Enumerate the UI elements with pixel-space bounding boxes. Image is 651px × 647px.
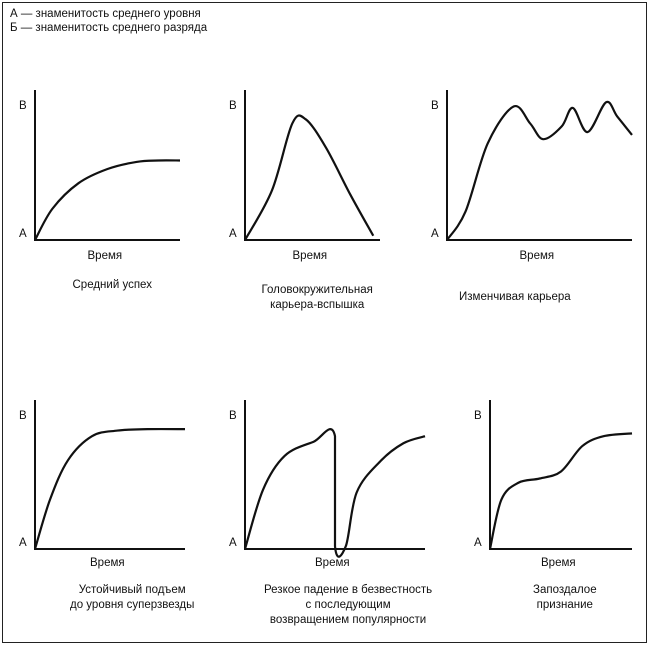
x-axis-label: Время [315, 557, 350, 569]
caption-line: Запоздалое [533, 584, 597, 596]
panel-caption: Устойчивый подъем до уровня суперзвезды [70, 583, 194, 613]
caption-line: Резкое падение в безвестность [264, 584, 433, 596]
axis-top-label: В [431, 100, 439, 112]
x-axis-label: Время [90, 557, 125, 569]
x-axis-label: Время [519, 250, 555, 262]
panel-caption: Средний успех [73, 278, 152, 293]
caption-line: Средний успех [72, 279, 152, 291]
panel-caption: Резкое падение в безвестность с последующ… [264, 583, 432, 628]
caption-line: Устойчивый подъем [78, 584, 186, 596]
x-axis-label: Время [541, 557, 576, 569]
caption-line: Изменчивая карьера [459, 291, 571, 303]
axis-bottom-label: А [19, 228, 27, 240]
panel-caption: Запоздалое признание [533, 583, 597, 613]
caption-line: признание [536, 599, 593, 611]
axis-top-label: В [474, 410, 482, 422]
caption-line: с последующим [305, 599, 391, 611]
axis-bottom-label: А [474, 537, 482, 549]
axis-top-label: В [19, 410, 27, 422]
axis-bottom-label: А [431, 228, 439, 240]
legend-line-a: А — знаменитость среднего уровня [10, 8, 201, 20]
axis-top-label: В [229, 100, 237, 112]
axis-bottom-label: А [229, 228, 237, 240]
legend-line-b: Б — знаменитость среднего разряда [10, 22, 208, 34]
x-axis-label: Время [87, 250, 123, 262]
caption-line: возвращением популярности [269, 614, 427, 626]
caption-line: до уровня суперзвезды [70, 599, 195, 611]
axis-bottom-label: А [229, 537, 237, 549]
panel-caption: Изменчивая карьера [459, 290, 571, 305]
panel-caption: Головокружительная карьера-вспышка [262, 283, 373, 313]
caption-line: карьера-вспышка [270, 299, 365, 311]
axis-top-label: В [19, 100, 27, 112]
caption-line: Головокружительная [261, 284, 373, 296]
axis-bottom-label: А [19, 537, 27, 549]
legend: А — знаменитость среднего уровня Б — зна… [10, 7, 207, 35]
x-axis-label: Время [292, 250, 328, 262]
axis-top-label: В [229, 410, 237, 422]
